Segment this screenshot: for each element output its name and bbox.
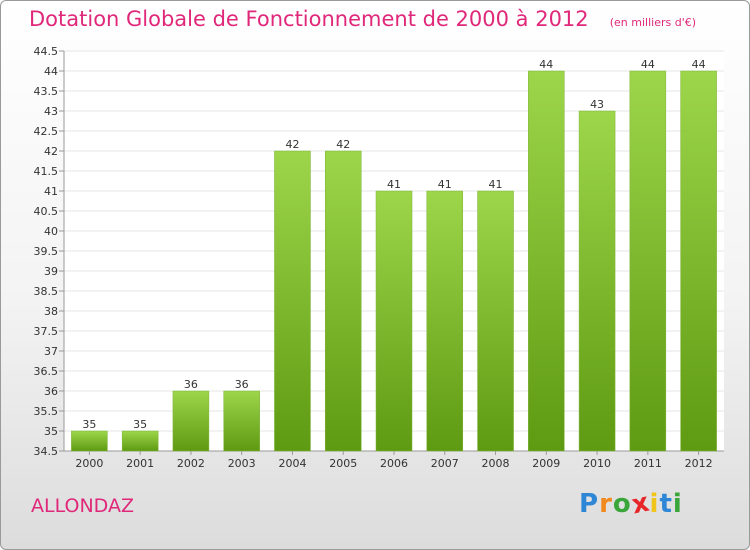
x-tick-label: 2011 [634,457,662,470]
y-tick-label: 42 [44,145,58,158]
bar-2005 [324,150,362,452]
bar-2008 [477,190,514,452]
bar-value-label: 41 [387,178,401,191]
bar-2006 [375,190,413,452]
bar-2009 [528,70,565,452]
bar-2007 [426,190,464,452]
bar-value-label: 42 [336,138,350,151]
logo-letter: i [672,489,683,519]
bar-2001 [121,430,159,452]
y-tick-label: 38.5 [34,285,59,298]
commune-name: ALLONDAZ [31,495,134,517]
bar-2003 [223,390,260,452]
logo-letter: P [579,489,600,519]
chart-subtitle: (en milliers d'€) [609,16,697,29]
bar-value-label: 44 [692,58,706,71]
y-tick-label: 38 [44,305,58,318]
y-tick-label: 40 [44,225,58,238]
bar-2011 [629,70,667,452]
x-tick-label: 2000 [75,457,103,470]
bar-value-label: 35 [82,418,96,431]
labels: 34.5 35 35.5 36 36.5 37 37.5 38 38.5 39 39.5 40 40.5… [34,45,713,470]
bar-value-label: 41 [489,178,503,191]
y-tick-label: 37.5 [34,325,59,338]
x-tick-label: 2001 [126,457,154,470]
y-tick-label: 34.5 [34,445,59,458]
y-tick-label: 41.5 [34,165,59,178]
x-tick-label: 2007 [431,457,459,470]
x-tick-label: 2012 [685,457,713,470]
y-tick-label: 42.5 [34,125,59,138]
chart-title: Dotation Globale de Fonctionnement de 20… [29,7,589,31]
x-tick-label: 2002 [177,457,205,470]
bar-value-label: 44 [539,58,553,71]
bar-2002 [172,390,210,452]
y-tick-label: 43.5 [34,85,59,98]
bar-value-label: 36 [235,378,249,391]
bar-value-label: 44 [641,58,655,71]
y-tick-label: 37 [44,345,58,358]
proxiti-logo: Proxiti [579,487,683,520]
logo-letter: o [612,489,632,519]
y-tick-label: 44 [44,65,58,78]
x-tick-label: 2003 [228,457,256,470]
bar-2012 [680,70,717,452]
bar-value-label: 35 [133,418,147,431]
y-tick-label: 35.5 [34,405,59,418]
x-tick-label: 2005 [329,457,357,470]
x-tick-label: 2010 [583,457,611,470]
y-tick-label: 39.5 [34,245,59,258]
bar-value-label: 36 [184,378,198,391]
y-tick-label: 36.5 [34,365,59,378]
x-tick-label: 2008 [482,457,510,470]
y-tick-label: 35 [44,425,58,438]
bar-2004 [274,150,311,452]
title-row: Dotation Globale de Fonctionnement de 20… [29,7,696,31]
y-tick-label: 40.5 [34,205,59,218]
bar-value-label: 43 [590,98,604,111]
logo-letter: t [659,489,673,519]
bar-2000 [71,430,108,452]
y-tick-label: 36 [44,385,58,398]
bar-value-label: 42 [285,138,299,151]
y-tick-label: 44.5 [34,45,59,58]
y-tick-label: 41 [44,185,58,198]
logo-letter: r [599,489,613,519]
x-tick-label: 2009 [532,457,560,470]
bar-value-label: 41 [438,178,452,191]
y-tick-label: 43 [44,105,58,118]
x-tick-label: 2004 [278,457,306,470]
x-tick-label: 2006 [380,457,408,470]
bar-2010 [578,110,616,452]
bars [71,70,717,452]
logo-letter: i [649,489,660,519]
y-tick-label: 39 [44,265,58,278]
